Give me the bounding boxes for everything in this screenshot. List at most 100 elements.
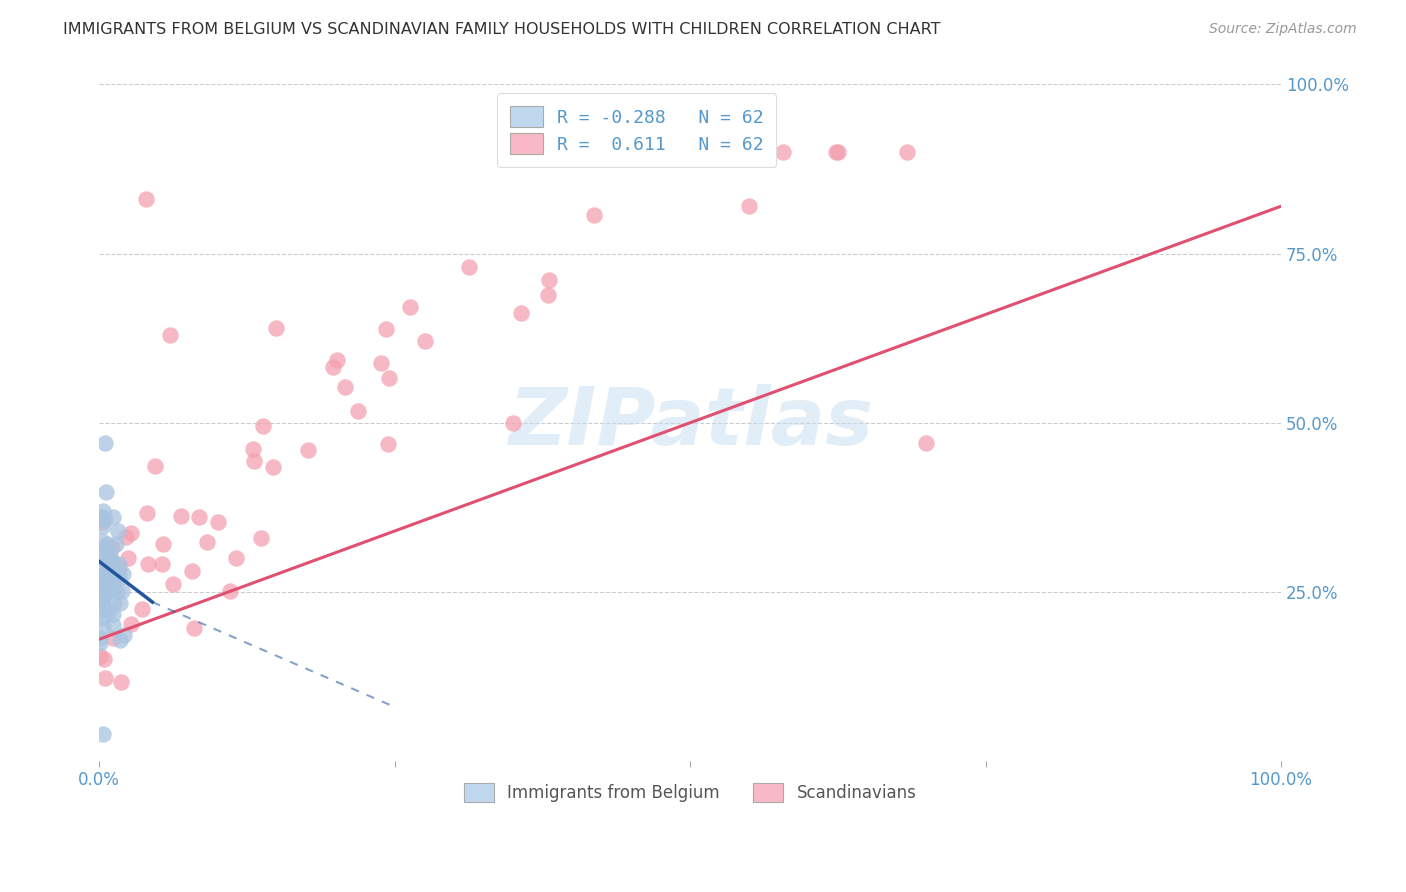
Point — [502, 416, 524, 430]
Point — [112, 567, 135, 582]
Point — [103, 607, 125, 621]
Point — [169, 508, 191, 523]
Point — [370, 356, 392, 370]
Point — [825, 145, 848, 160]
Point — [93, 543, 115, 558]
Point — [94, 484, 117, 499]
Point — [150, 558, 173, 572]
Point — [582, 208, 605, 222]
Point — [374, 322, 396, 336]
Point — [103, 582, 125, 596]
Point — [90, 509, 112, 524]
Point — [90, 577, 112, 591]
Point — [145, 459, 167, 474]
Point — [188, 510, 211, 524]
Point — [91, 590, 114, 604]
Point — [110, 674, 132, 689]
Point — [90, 568, 112, 582]
Point — [98, 547, 121, 561]
Point — [97, 550, 120, 565]
Point — [262, 460, 284, 475]
Y-axis label: Family Households with Children: Family Households with Children — [0, 288, 8, 558]
Point — [242, 442, 264, 456]
Point — [225, 550, 247, 565]
Point — [398, 300, 420, 314]
Point — [896, 145, 918, 160]
Point — [96, 551, 118, 566]
Point — [120, 616, 142, 631]
Point — [94, 586, 117, 600]
Point — [108, 596, 131, 610]
Point — [266, 321, 288, 335]
Point — [90, 541, 112, 555]
Point — [94, 436, 117, 450]
Point — [91, 519, 114, 533]
Point — [94, 583, 117, 598]
Point — [297, 442, 319, 457]
Point — [195, 535, 218, 549]
Point — [112, 628, 135, 642]
Point — [103, 557, 125, 571]
Point — [93, 541, 115, 555]
Point — [91, 504, 114, 518]
Point — [93, 651, 115, 665]
Point — [90, 509, 112, 524]
Point — [98, 551, 121, 566]
Point — [104, 571, 127, 585]
Point — [89, 604, 111, 618]
Point — [335, 380, 357, 394]
Point — [90, 569, 112, 583]
Point — [91, 534, 114, 549]
Point — [89, 511, 111, 525]
Point — [104, 536, 127, 550]
Point — [93, 587, 115, 601]
Point — [96, 581, 118, 595]
Point — [91, 577, 114, 591]
Point — [114, 530, 136, 544]
Point — [326, 352, 349, 367]
Point — [108, 571, 131, 585]
Point — [915, 436, 938, 450]
Point — [97, 582, 120, 597]
Point — [103, 510, 125, 524]
Point — [252, 418, 274, 433]
Point — [249, 532, 271, 546]
Point — [738, 199, 761, 213]
Point — [152, 537, 174, 551]
Point — [91, 577, 114, 591]
Point — [104, 570, 127, 584]
Point — [91, 601, 114, 615]
Text: ZIPatlas: ZIPatlas — [508, 384, 873, 462]
Point — [159, 327, 181, 342]
Point — [117, 550, 139, 565]
Point — [89, 582, 111, 596]
Point — [537, 273, 560, 287]
Point — [413, 334, 436, 348]
Point — [105, 584, 128, 599]
Text: IMMIGRANTS FROM BELGIUM VS SCANDINAVIAN FAMILY HOUSEHOLDS WITH CHILDREN CORRELAT: IMMIGRANTS FROM BELGIUM VS SCANDINAVIAN … — [63, 22, 941, 37]
Point — [90, 568, 112, 582]
Point — [103, 632, 125, 646]
Point — [136, 506, 159, 520]
Point — [90, 553, 112, 567]
Point — [180, 564, 202, 578]
Point — [91, 592, 114, 607]
Point — [108, 567, 131, 582]
Legend: Immigrants from Belgium, Scandinavians: Immigrants from Belgium, Scandinavians — [453, 771, 928, 814]
Point — [138, 558, 160, 572]
Point — [207, 515, 229, 529]
Point — [93, 512, 115, 526]
Point — [94, 554, 117, 568]
Point — [322, 359, 344, 374]
Point — [243, 454, 266, 468]
Point — [101, 541, 124, 555]
Point — [377, 436, 399, 450]
Point — [107, 524, 129, 539]
Point — [111, 583, 134, 598]
Point — [135, 193, 157, 207]
Point — [120, 526, 142, 541]
Point — [131, 602, 153, 616]
Point — [89, 648, 111, 663]
Point — [93, 566, 115, 580]
Point — [89, 636, 111, 650]
